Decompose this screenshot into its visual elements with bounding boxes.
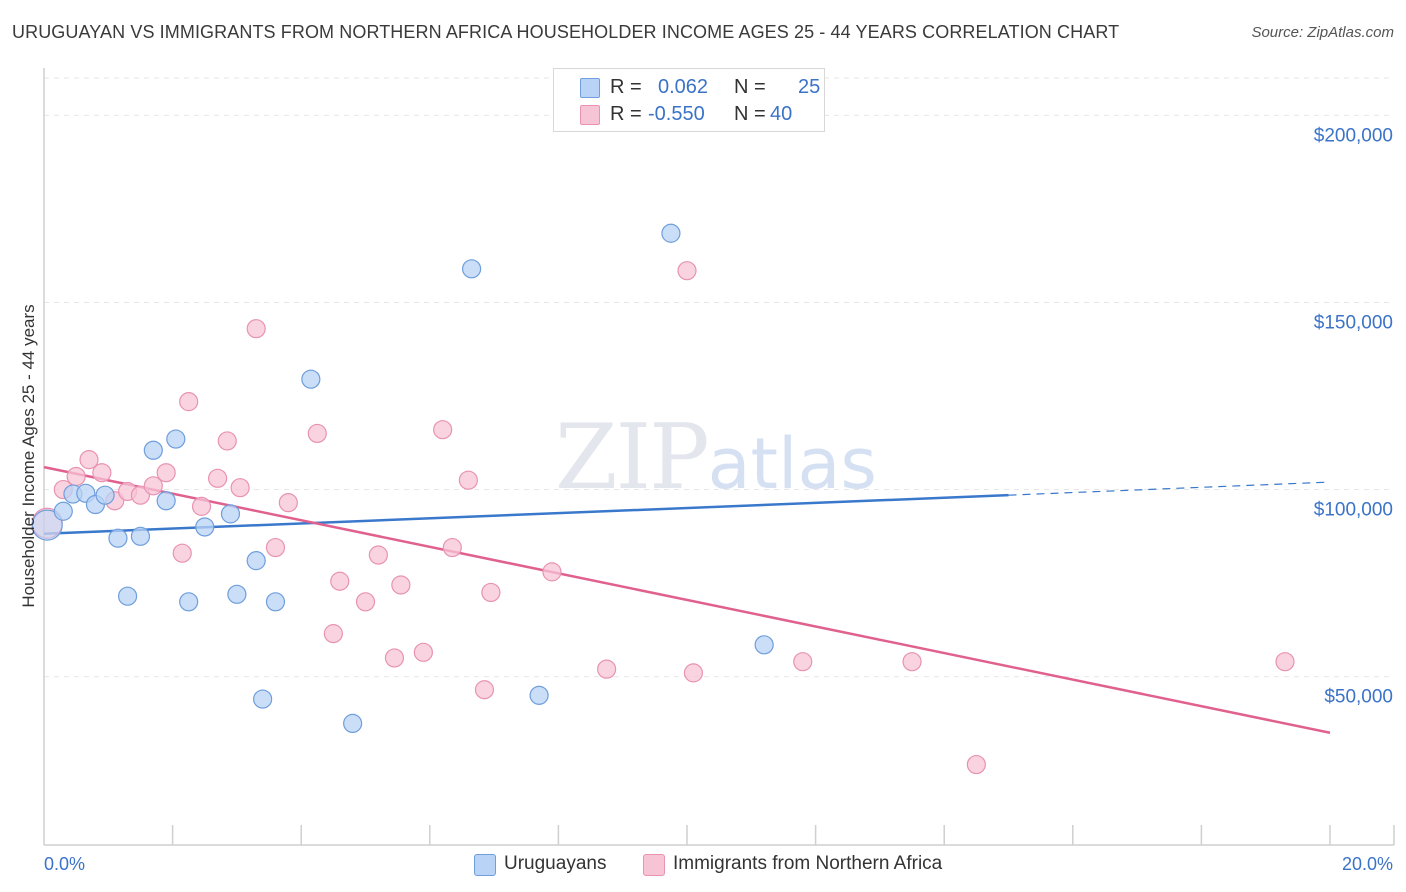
point-uruguayan [31,509,63,541]
point-immigrant [368,545,388,565]
point-uruguayan [143,440,163,460]
point-immigrant [179,392,199,412]
point-uruguayan [108,528,128,548]
x-tick-label: 0.0% [44,854,85,874]
point-uruguayan [246,551,266,571]
point-uruguayan [195,517,215,537]
point-immigrant [143,476,163,496]
point-uruguayan [265,592,286,612]
point-uruguayan [461,259,482,279]
bottom-legend-label: Uruguayans [504,853,607,874]
point-immigrant [1275,652,1295,672]
point-immigrant [677,261,697,281]
legend-n-label: N = [734,103,766,125]
point-immigrant [597,659,617,679]
watermark-atlas: atlas [707,423,877,505]
data-points [31,223,1295,775]
point-immigrant [230,478,250,498]
point-immigrant [966,754,986,775]
point-immigrant [307,423,327,444]
point-uruguayan [53,501,73,521]
legend-r-value: 0.062 [658,76,709,98]
point-uruguayan [253,689,273,709]
legend-swatch-pink [580,105,600,125]
point-immigrant [217,431,237,451]
point-uruguayan [130,526,151,546]
chart-title: URUGUAYAN VS IMMIGRANTS FROM NORTHERN AF… [12,22,1120,42]
point-immigrant [355,592,376,612]
point-immigrant [542,562,562,582]
point-immigrant [683,663,704,683]
point-uruguayan [661,223,681,243]
point-uruguayan [227,584,247,604]
point-immigrant [474,680,495,700]
point-immigrant [481,582,501,603]
point-uruguayan [343,713,363,734]
point-uruguayan [95,485,115,505]
point-immigrant [330,571,350,591]
point-immigrant [902,652,922,672]
point-uruguayan [166,429,186,449]
bottom-legend-swatch-blue [474,854,496,876]
bottom-legend-swatch-pink [643,854,665,876]
point-immigrant [79,450,99,470]
trend-line-immigrants [43,465,1331,734]
legend-n-label: N = [734,76,766,98]
watermark: ZIPatlas [555,405,877,510]
point-uruguayan [529,685,549,705]
point-immigrant [246,319,266,339]
point-uruguayan [179,592,199,612]
point-immigrant [323,624,343,644]
point-immigrant [278,493,298,513]
axes [43,68,1395,846]
bottom-legend-label: Immigrants from Northern Africa [673,853,943,874]
trend-line-uruguayans-extension [1008,481,1331,496]
y-axis-title: Householder Income Ages 25 - 44 years [19,304,38,607]
point-uruguayan [220,504,241,524]
y-tick-label: $200,000 [1314,125,1393,146]
correlation-legend: R = 0.062 N = 25 R = -0.550 N = 40 [553,68,825,132]
point-immigrant [156,463,176,483]
point-uruguayan [117,586,138,606]
legend-r-value: -0.550 [648,103,705,125]
y-tick-label: $100,000 [1314,500,1393,521]
source-credit: Source: ZipAtlas.com [1251,24,1394,41]
point-uruguayan [754,635,774,655]
point-immigrant [208,468,228,488]
legend-n-value: 40 [770,103,793,125]
point-immigrant [793,652,813,672]
point-immigrant [66,466,86,487]
point-immigrant [384,648,405,668]
point-immigrant [92,463,112,483]
gridlines [44,77,1394,678]
point-immigrant [458,470,478,490]
point-uruguayan [156,491,176,511]
watermark-zip: ZIP [555,405,710,510]
point-uruguayan [301,369,321,389]
point-immigrant [130,485,151,505]
point-immigrant [391,575,411,595]
y-tick-label: $150,000 [1314,312,1393,333]
x-tick-label: 20.0% [1342,854,1393,874]
tick-labels: $50,000 $100,000 $150,000 $200,000 0.0% 20.0%… [19,125,1393,874]
point-immigrant [265,537,286,558]
legend-r-label: R = [610,76,642,98]
point-immigrant [172,543,192,563]
legend-r-label: R = [610,103,642,125]
point-immigrant [442,537,462,558]
point-immigrant [413,642,433,662]
point-immigrant [433,420,453,440]
y-tick-label: $50,000 [1324,687,1393,708]
point-immigrant [191,496,212,516]
legend-swatch-blue [580,78,600,98]
trend-line-uruguayans [43,493,1009,535]
legend-n-value: 25 [798,76,821,98]
